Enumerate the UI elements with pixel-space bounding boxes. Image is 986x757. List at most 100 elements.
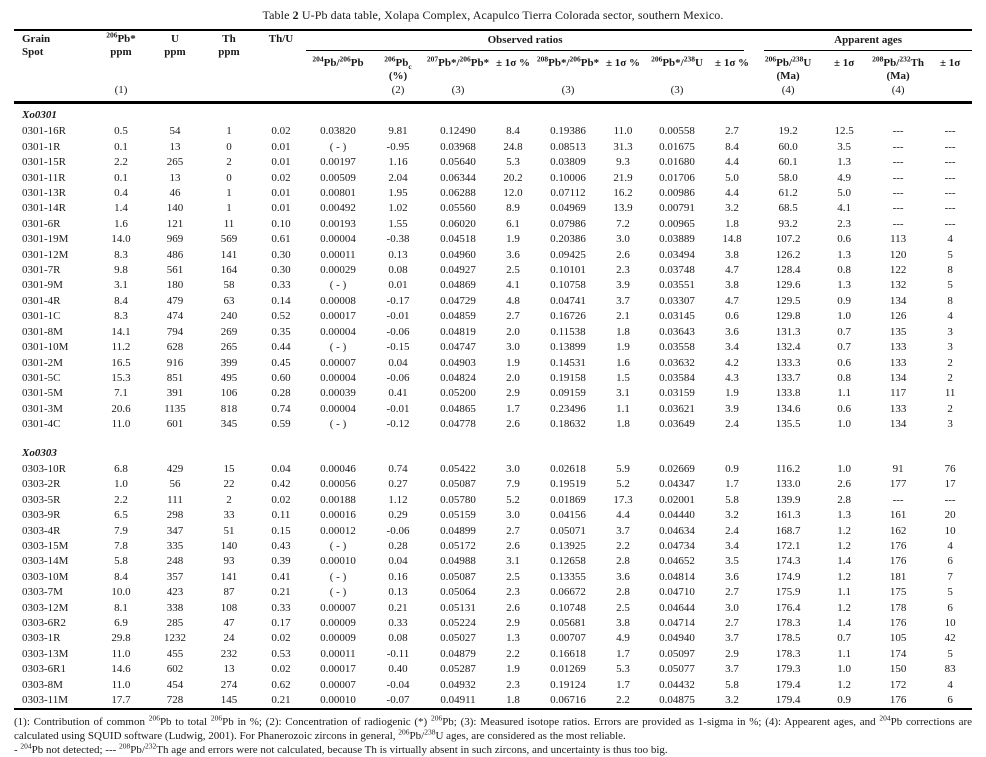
value-cell: 31.3 — [613, 140, 633, 153]
value-cell: 0.04734 — [659, 539, 695, 552]
value-cell: 0.23496 — [550, 402, 586, 415]
value-cell: 3.1 — [506, 555, 520, 568]
value-cell: 2.3 — [837, 217, 851, 230]
value-cell: 0.04 — [388, 356, 408, 369]
value-cell: 1.2 — [837, 678, 851, 691]
grain-spot-cell: 0301-1R — [22, 140, 61, 153]
value-cell: 33 — [223, 509, 235, 522]
value-cell: 2.8 — [616, 555, 630, 568]
value-cell: 474 — [166, 310, 184, 323]
value-cell: 0.13925 — [550, 539, 586, 552]
value-cell: 7.1 — [114, 387, 128, 400]
value-cell: 1.3 — [506, 632, 520, 645]
value-cell: 0.05064 — [440, 586, 476, 599]
table-row: 0301-2M 16.5 916 399 0.45 0.00007 0.04 0.04903 1… — [14, 356, 972, 371]
value-cell: 6 — [947, 694, 953, 707]
value-cell: 0.03649 — [659, 418, 695, 431]
value-cell: 178.5 — [775, 632, 801, 645]
value-cell: 0.05172 — [440, 539, 476, 552]
value-cell: -0.06 — [386, 371, 410, 384]
value-cell: 0.04347 — [659, 478, 695, 491]
value-cell: 5.0 — [725, 171, 739, 184]
value-cell: 5.8 — [114, 555, 128, 568]
grain-spot-cell: 0303-13M — [22, 647, 69, 660]
value-cell: 0.01869 — [550, 493, 586, 506]
value-cell: 0.03968 — [440, 140, 476, 153]
value-cell: 0.11 — [271, 509, 291, 522]
value-cell: 93.2 — [778, 217, 798, 230]
marker-cell — [928, 83, 973, 104]
value-cell: 6.1 — [506, 217, 520, 230]
value-cell: 0.00017 — [320, 310, 356, 323]
value-cell: 0.10748 — [550, 601, 586, 614]
section-row: Xo0303 — [14, 433, 972, 462]
value-cell: 0.60 — [271, 371, 291, 384]
marker-cell — [490, 83, 536, 104]
value-cell: 6.8 — [114, 462, 128, 475]
value-cell: 338 — [166, 601, 184, 614]
value-cell: 0.41 — [388, 387, 408, 400]
value-cell: 0.00010 — [320, 555, 356, 568]
value-cell: 174 — [889, 647, 907, 660]
value-cell: 0.02 — [271, 493, 291, 506]
value-cell: --- — [892, 156, 904, 169]
table-row: 0303-6R2 6.9 285 47 0.17 0.00009 0.33 0.05224 2.… — [14, 616, 972, 631]
value-cell: 134 — [889, 418, 907, 431]
value-cell: 1.2 — [837, 601, 851, 614]
value-cell: 0.7 — [837, 632, 851, 645]
value-cell: 0.04714 — [659, 617, 695, 629]
value-cell: 164 — [220, 264, 238, 277]
value-cell: 0.00008 — [320, 294, 356, 307]
table-row: 0301-12M 8.3 486 141 0.30 0.00011 0.13 0.04960 3… — [14, 248, 972, 263]
value-cell: 0.08 — [388, 264, 408, 277]
value-cell: 4 — [947, 233, 953, 246]
value-cell: 107.2 — [775, 233, 801, 246]
value-cell: 20.6 — [111, 402, 131, 415]
value-cell: 0.8 — [837, 264, 851, 277]
value-cell: 4.7 — [725, 294, 739, 307]
value-cell: 0.02 — [271, 632, 291, 645]
grain-spot-cell: 0303-6R1 — [22, 663, 66, 676]
value-cell: 0.01 — [271, 156, 291, 169]
value-cell: 0.52 — [271, 310, 291, 323]
value-cell: 8 — [947, 294, 953, 307]
value-cell: 0.00046 — [320, 462, 356, 475]
grain-spot-cell: 0301-3M — [22, 402, 63, 415]
value-cell: 1.1 — [837, 586, 851, 599]
value-cell: 8 — [947, 264, 953, 277]
value-cell: 2.9 — [725, 647, 739, 660]
table-row: 0303-11M 17.7 728 145 0.21 0.00010 -0.07 0.0491… — [14, 693, 972, 709]
value-cell: 42 — [944, 632, 956, 645]
table-row: 0301-1C 8.3 474 240 0.52 0.00017 -0.01 0.04859 2… — [14, 309, 972, 324]
grain-spot-cell: 0301-4C — [22, 418, 61, 431]
value-cell: 0.03621 — [659, 402, 695, 415]
value-cell: 0.05097 — [659, 647, 695, 660]
grain-spot-cell: 0301-12M — [22, 248, 69, 261]
value-cell: 8.3 — [114, 310, 128, 323]
value-cell: 0.14 — [271, 294, 291, 307]
value-cell: 0.8 — [837, 371, 851, 384]
table-row: 0301-9M 3.1 180 58 0.33 ( - ) 0.01 0.04869 4.1 0.… — [14, 278, 972, 293]
value-cell: 6.9 — [114, 617, 128, 629]
grain-spot-cell: 0303-4R — [22, 524, 61, 537]
value-cell: 0.04747 — [440, 341, 476, 354]
value-cell: 8.4 — [114, 294, 128, 307]
marker-cell-2: (2) — [370, 83, 426, 104]
value-cell: 561 — [166, 264, 184, 277]
value-cell: 140 — [166, 202, 184, 215]
value-cell: 5.2 — [616, 478, 630, 491]
grain-spot-cell: 0301-11R — [22, 171, 66, 184]
value-cell: 0.00791 — [659, 202, 695, 215]
value-cell: 54 — [169, 125, 181, 138]
value-cell: 8.3 — [114, 248, 128, 261]
value-cell: 24.8 — [503, 140, 523, 153]
value-cell: 569 — [220, 233, 238, 246]
value-cell: 8.1 — [114, 601, 128, 614]
value-cell: 12.5 — [834, 125, 854, 138]
value-cell: --- — [892, 187, 904, 200]
value-cell: 0.09159 — [550, 387, 586, 400]
value-cell: 17.7 — [111, 694, 131, 707]
footnote-2: - 204Pb not detected; --- 208Pb/232Th ag… — [14, 741, 668, 757]
value-cell: 2.3 — [616, 264, 630, 277]
value-cell: 0.06344 — [440, 171, 476, 184]
